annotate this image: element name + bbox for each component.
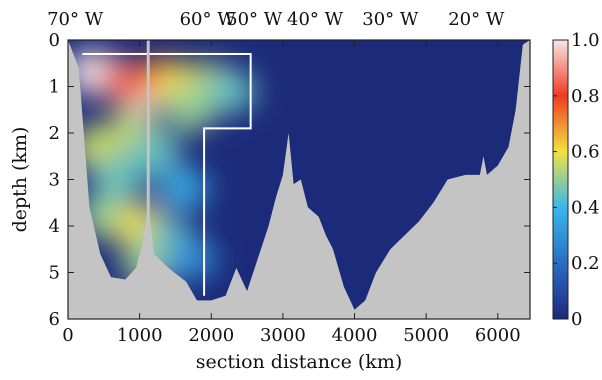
field-blob (163, 87, 216, 132)
x-tick-label: 3000 (260, 325, 306, 346)
x-tick-label: 6000 (475, 325, 521, 346)
top-axis: 70° W 60° W50° W 40° W 30° W 20° W (47, 9, 505, 30)
x-tick-label: 5000 (403, 325, 449, 346)
colorbar-ticks: 0 0.2 0.4 0.6 0.8 1.0 (553, 30, 600, 330)
top-axis-label: 40° W (287, 9, 344, 30)
y-axis-title: depth (km) (9, 127, 31, 233)
colorbar-tick-label: 0 (571, 309, 582, 330)
colorbar-tick-label: 0.6 (571, 142, 600, 163)
field-blob (99, 59, 152, 104)
y-tick-label: 6 (49, 309, 60, 330)
outline-region (82, 52, 252, 296)
x-axis-title: section distance (km) (196, 351, 403, 373)
colorbar: 0 0.2 0.4 0.6 0.8 1.0 (552, 30, 600, 330)
top-axis-label: 60° W (180, 9, 237, 30)
heatmap-field (68, 50, 256, 286)
top-axis-label: 20° W (448, 9, 505, 30)
field-blob (163, 236, 216, 281)
field-blob (92, 157, 145, 202)
top-axis-label: 70° W (47, 9, 104, 30)
top-axis-label: 50° W (226, 9, 283, 30)
colorbar-tick-label: 1.0 (571, 30, 600, 51)
colorbar-tick-label: 0.4 (571, 197, 600, 218)
y-axis: 0 1 2 3 4 5 6 (49, 30, 530, 330)
y-tick-label: 3 (49, 170, 60, 191)
plot-area (68, 40, 530, 319)
y-tick-label: 0 (49, 30, 60, 51)
y-tick-label: 5 (49, 263, 60, 284)
top-axis-label: 30° W (362, 9, 419, 30)
y-tick-label: 1 (49, 77, 60, 98)
x-axis: 0 1000 2000 3000 4000 5000 6000 (62, 40, 521, 346)
x-tick-label: 1000 (117, 325, 163, 346)
x-tick-label: 0 (62, 325, 73, 346)
colorbar-tick-label: 0.2 (571, 253, 600, 274)
y-tick-label: 4 (49, 216, 60, 237)
field-blob (127, 129, 180, 174)
y-tick-label: 2 (49, 123, 60, 144)
colorbar-tick-label: 0.8 (571, 86, 600, 107)
field-blob (203, 69, 256, 114)
x-tick-label: 2000 (188, 325, 234, 346)
bathymetry-shape (68, 40, 530, 319)
x-tick-label: 4000 (332, 325, 378, 346)
field-blob (156, 166, 209, 211)
colorbar-gradient (552, 39, 569, 320)
